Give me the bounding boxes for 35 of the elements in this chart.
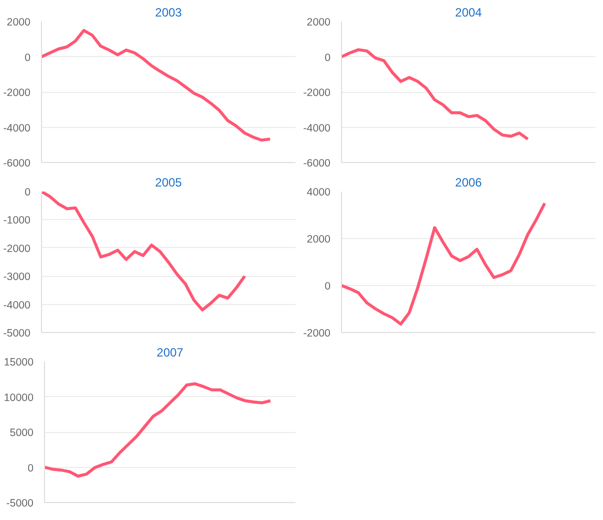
chart-title: 2006	[455, 176, 482, 190]
y-tick-label: 0	[28, 462, 34, 474]
y-tick-label: -2000	[303, 87, 331, 99]
y-tick-label: 5000	[10, 427, 34, 439]
y-tick-label: 2000	[306, 16, 331, 28]
y-tick-label: -5000	[3, 328, 31, 340]
line-series	[42, 192, 246, 312]
y-tick-label: 15000	[4, 356, 34, 368]
y-tick-label: 10000	[4, 392, 34, 404]
y-tick-label: -4000	[3, 122, 31, 134]
line-series	[44, 382, 272, 478]
y-tick-label: -6000	[3, 158, 31, 170]
y-tick-label: -4000	[303, 122, 331, 134]
y-tick-label: -1000	[3, 214, 31, 227]
y-tick-label: 0	[24, 52, 31, 64]
chart-title: 2005	[155, 176, 182, 190]
y-tick-label: 2000	[6, 16, 31, 28]
y-tick-label: 2000	[306, 234, 331, 246]
chart-title: 2004	[455, 6, 482, 20]
y-tick-label: 4000	[306, 186, 331, 198]
y-tick-label: 0	[24, 186, 31, 198]
y-tick-label: -2000	[303, 328, 331, 340]
y-tick-label: -4000	[3, 299, 31, 312]
y-tick-label: -3000	[3, 271, 31, 284]
line-series	[342, 48, 530, 141]
y-tick-label: -2000	[3, 87, 31, 99]
y-tick-label: -6000	[303, 158, 331, 170]
line-series	[342, 202, 546, 326]
chart-title: 2003	[155, 6, 182, 20]
y-tick-label: 0	[324, 280, 331, 292]
y-tick-label: -5000	[6, 498, 34, 510]
chart-title: 2007	[156, 346, 184, 360]
y-tick-label: 0	[324, 52, 331, 64]
line-series	[42, 28, 272, 142]
y-tick-label: -2000	[3, 242, 31, 255]
